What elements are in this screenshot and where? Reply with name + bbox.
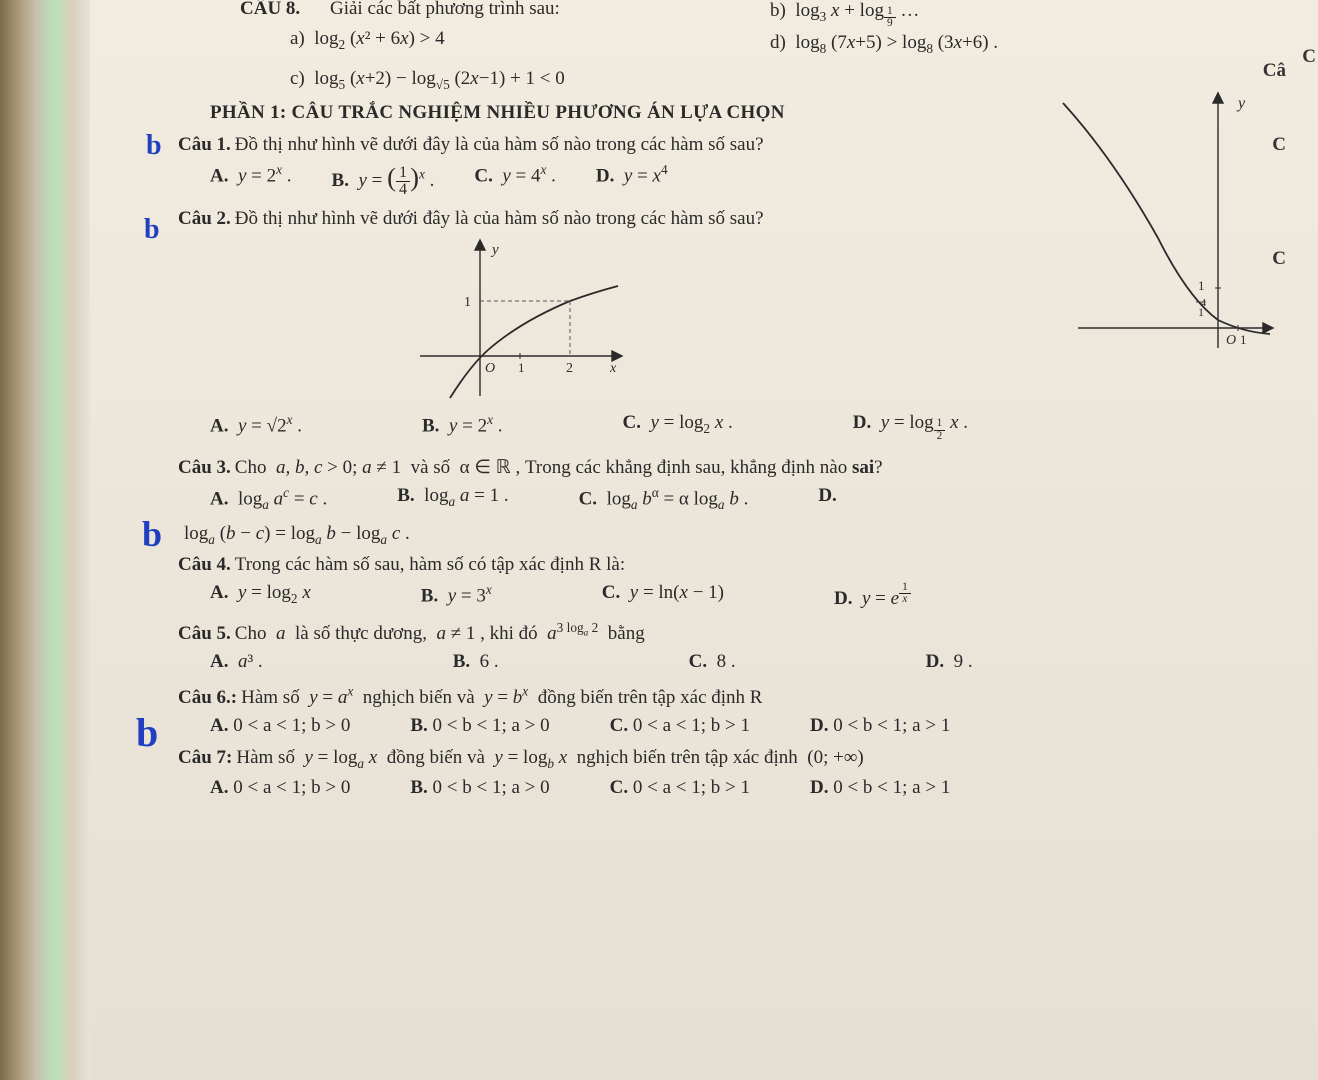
cau7-B: B. 0 < b < 1; a > 0 <box>410 777 549 799</box>
cau3-Dline: loga (b − c) = loga b − loga c . <box>184 523 410 544</box>
cau4-title: Câu 4. <box>178 554 231 575</box>
cau5-B: B. 6 . <box>453 651 499 673</box>
cau2-D: D. y = log12 x . <box>853 412 968 442</box>
cau4-options: A. y = log2 x B. y = 3x C. y = ln(x − 1)… <box>210 582 1288 610</box>
cau2-C: C. y = log2 x . <box>622 412 732 442</box>
cau7-C: C. 0 < a < 1; b > 1 <box>610 777 750 799</box>
pen-mark-2: b <box>144 214 160 246</box>
page-content: CÂU 8. Giải các bất phương trình sau: a)… <box>90 0 1318 1080</box>
cau5-stem: Cho a là số thực dương, a ≠ 1 , khi đó a… <box>235 623 645 644</box>
cau8-d: d) log8 (7x+5) > log8 (3x+6) . <box>770 32 998 57</box>
pen-mark-3: b <box>142 513 162 555</box>
right-cut-3: C <box>1302 46 1316 68</box>
cau6-title: Câu 6.: <box>178 687 237 708</box>
svg-text:y: y <box>490 242 499 258</box>
cau8-c: c) log5 (x+2) − log√5 (2x−1) + 1 < 0 <box>290 68 565 93</box>
cau1-D: D. y = x4 <box>596 162 668 198</box>
cau6-C: C. 0 < a < 1; b > 1 <box>610 715 750 737</box>
cau3-A: A. loga ac = c . <box>210 485 327 513</box>
cau4-block: Câu 4. Trong các hàm số sau, hàm số có t… <box>150 554 1288 576</box>
cau3-B: B. loga a = 1 . <box>397 485 508 513</box>
cau6-options: b A. 0 < a < 1; b > 0 B. 0 < b < 1; a > … <box>210 715 1288 737</box>
cau1-block: b Câu 1. Đồ thị như hình vẽ dưới đây là … <box>150 134 1288 156</box>
cau2-A: A. y = √2x . <box>210 412 302 442</box>
cau1-A: A. y = 2x . <box>210 162 292 198</box>
cau3-block: Câu 3. Cho a, b, c > 0; a ≠ 1 và số α ∈ … <box>150 456 1288 479</box>
right-cut-1: Câ <box>1263 60 1286 82</box>
cau7-title: Câu 7: <box>178 747 232 768</box>
cau5-D: D. 9 . <box>926 651 973 673</box>
cau2-title: Câu 2. <box>178 208 231 229</box>
cau2-block: b Câu 2. Đồ thị như hình vẽ dưới đây là … <box>150 208 1288 230</box>
cau4-B: B. y = 3x <box>421 582 492 610</box>
cau6-A: A. 0 < a < 1; b > 0 <box>210 715 350 737</box>
cau3-title: Câu 3. <box>178 457 231 478</box>
cau4-C: C. y = ln(x − 1) <box>602 582 724 610</box>
cau8-title: CÂU 8. <box>240 0 300 20</box>
right-cut-2: C <box>1272 134 1286 156</box>
svg-text:2: 2 <box>566 361 573 376</box>
cau5-A: A. a³ . <box>210 651 263 673</box>
cau2-B: B. y = 2x . <box>422 412 503 442</box>
cau2-stem: Đồ thị như hình vẽ dưới đây là của hàm s… <box>235 208 764 229</box>
cau1-stem: Đồ thị như hình vẽ dưới đây là của hàm s… <box>235 134 764 155</box>
svg-text:y: y <box>1236 95 1246 112</box>
svg-text:x: x <box>609 361 617 376</box>
cau3-stem: Cho a, b, c > 0; a ≠ 1 và số α ∈ ℝ , Tro… <box>235 457 883 478</box>
right-cut-4: C <box>1272 248 1286 270</box>
cau8-stem: Giải các bất phương trình sau: <box>330 0 560 20</box>
cau5-block: Câu 5. Cho a là số thực dương, a ≠ 1 , k… <box>150 620 1288 645</box>
cau7-D: D. 0 < b < 1; a > 1 <box>810 777 950 799</box>
cau3-D: D. <box>818 485 836 513</box>
svg-text:O: O <box>485 361 495 376</box>
cau8-a: a) log2 (x² + 6x) > 4 <box>290 28 445 53</box>
cau6-D: D. 0 < b < 1; a > 1 <box>810 715 950 737</box>
cau3-C: C. loga bα = α loga b . <box>579 485 749 513</box>
cau5-title: Câu 5. <box>178 623 231 644</box>
svg-text:1: 1 <box>518 360 525 375</box>
cau7-A: A. 0 < a < 1; b > 0 <box>210 777 350 799</box>
cau4-stem: Trong các hàm số sau, hàm số có tập xác … <box>235 554 625 575</box>
phan1-title: PHẦN 1: CÂU TRẮC NGHIỆM NHIỀU PHƯƠNG ÁN … <box>210 102 785 124</box>
pen-mark-1: b <box>146 130 162 162</box>
cau4-D: D. y = e1x <box>834 582 911 610</box>
cau7-stem: Hàm số y = loga x đồng biến và y = logb … <box>236 747 863 768</box>
cau1-C: C. y = 4x . <box>474 162 556 198</box>
cau1-B: B. y = (14)x . <box>332 162 435 198</box>
graph1-svg: 1 1 2 O y x <box>410 236 630 406</box>
book-spine <box>0 0 90 1080</box>
cau6-B: B. 0 < b < 1; a > 0 <box>410 715 549 737</box>
svg-text:1: 1 <box>1198 278 1205 293</box>
svg-text:1: 1 <box>464 295 471 310</box>
cau6-block: Câu 6.: Hàm số y = ax nghịch biến và y =… <box>150 683 1288 708</box>
cau7-options: A. 0 < a < 1; b > 0 B. 0 < b < 1; a > 0 … <box>210 777 1288 799</box>
cau6-stem: Hàm số y = ax nghịch biến và y = bx đồng… <box>241 687 762 708</box>
svg-text:1: 1 <box>1240 332 1247 347</box>
svg-text:O: O <box>1226 333 1236 348</box>
cau2-options: A. y = √2x . B. y = 2x . C. y = log2 x .… <box>210 412 1288 442</box>
cau5-options: A. a³ . B. 6 . C. 8 . D. 9 . <box>210 651 1288 673</box>
cau8-b: b) log3 x + log19 … <box>770 0 919 30</box>
cau5-C: C. 8 . <box>689 651 736 673</box>
cau3-options: A. loga ac = c . B. loga a = 1 . C. loga… <box>210 485 1288 513</box>
cau7-block: Câu 7: Hàm số y = loga x đồng biến và y … <box>150 747 1288 772</box>
cau1-title: Câu 1. <box>178 134 231 155</box>
svg-text:4: 4 <box>1201 298 1206 309</box>
cau3-Dline-row: b loga (b − c) = loga b − loga c . <box>150 523 1288 548</box>
cau4-A: A. y = log2 x <box>210 582 311 610</box>
